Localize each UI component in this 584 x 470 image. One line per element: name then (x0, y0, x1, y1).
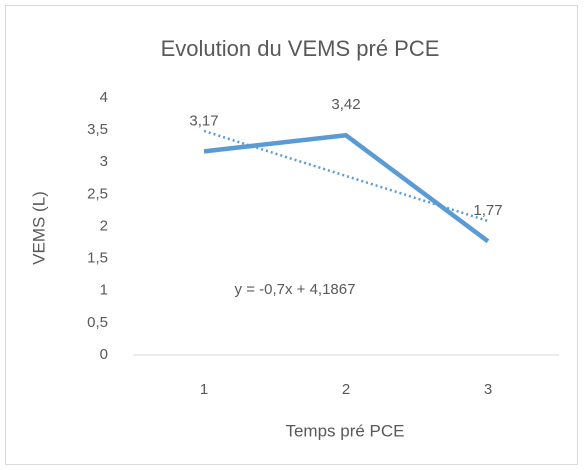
y-axis-title: VEMS (L) (29, 191, 48, 265)
y-tick-label: 4 (100, 89, 108, 106)
x-axis-title: Temps pré PCE (285, 421, 404, 440)
x-tick-label: 2 (342, 381, 350, 398)
trendline-equation: y = -0,7x + 4,1867 (235, 281, 356, 298)
y-tick-label: 3 (100, 153, 108, 170)
x-tick-label: 3 (484, 381, 492, 398)
y-tick-label: 1 (100, 282, 108, 299)
x-tick-label: 1 (200, 381, 208, 398)
y-tick-label: 0,5 (87, 314, 108, 331)
chart-title: Evolution du VEMS pré PCE (161, 36, 440, 61)
data-label: 3,42 (331, 96, 360, 113)
data-label: 1,77 (473, 202, 502, 219)
data-line (203, 133, 490, 244)
y-tick-label: 2 (100, 217, 108, 234)
y-tick-label: 0 (100, 346, 108, 363)
y-tick-label: 1,5 (87, 250, 108, 267)
data-label: 3,17 (189, 112, 218, 129)
y-tick-label: 2,5 (87, 185, 108, 202)
y-tick-label: 3,5 (87, 121, 108, 138)
